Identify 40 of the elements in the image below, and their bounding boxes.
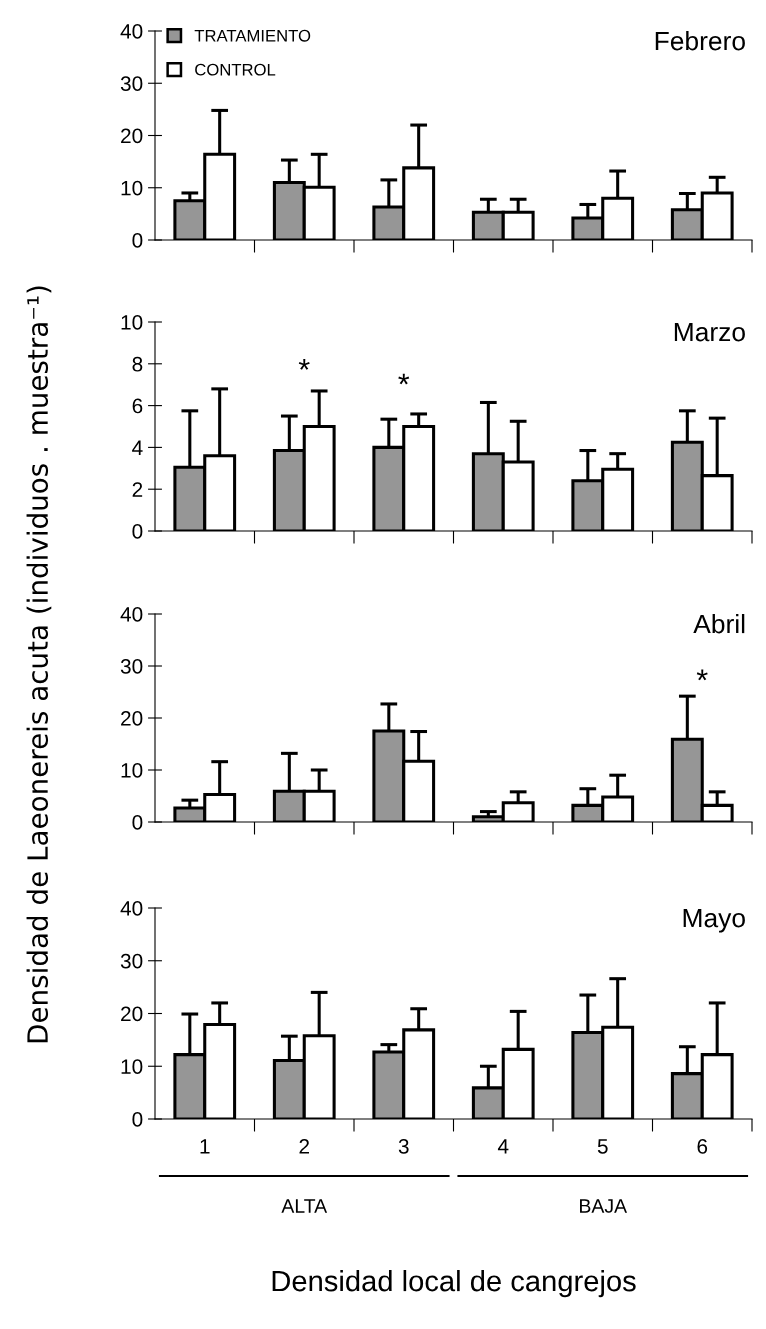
y-tick-label: 10 [121, 763, 143, 778]
y-tick-label: 20 [121, 1006, 143, 1022]
y-tick-label: 0 [132, 1112, 143, 1127]
y-tick-label: 30 [120, 953, 143, 969]
y-tick-label: 40 [120, 607, 143, 622]
chart-title: Mayo [683, 908, 745, 933]
y-tick-label: 20 [121, 711, 143, 726]
x-tick-label: 3 [398, 1138, 409, 1154]
annotation: * [298, 359, 310, 370]
y-tick-label: 40 [120, 901, 143, 916]
chart-title: Febrero [655, 31, 745, 51]
x-tick-label: 1 [200, 1139, 210, 1154]
y-tick-label: 10 [121, 180, 143, 196]
text: BAJA [580, 1199, 628, 1213]
y-tick-label: 0 [132, 233, 143, 248]
y-tick-label: 30 [120, 659, 143, 674]
x-tick-label: 2 [299, 1138, 309, 1154]
y-tick-label: 4 [132, 440, 143, 455]
y-tick-label: 0 [132, 524, 143, 539]
legend-label: TRATAMIENTO [194, 29, 311, 42]
y-tick-label: 10 [121, 1059, 143, 1074]
annotation: * [398, 373, 410, 385]
y-tick-label: 0 [132, 815, 143, 830]
y-axis-title: Densidad de Laeonereis acuta (individuos . muestra⁻¹) [26, 286, 52, 1043]
y-tick-label: 2 [132, 482, 143, 497]
chart-title: Marzo [674, 322, 745, 342]
x-tick-label: 4 [497, 1139, 509, 1154]
chart-title: Abril [693, 614, 745, 634]
x-tick-label: 6 [697, 1138, 708, 1154]
text: ALTA [281, 1199, 328, 1213]
y-tick-label: 30 [120, 76, 143, 91]
y-tick-label: 20 [121, 128, 143, 144]
annotation: * [696, 669, 708, 681]
x-axis-title: Densidad local de cangrejos [272, 1269, 636, 1298]
x-tick-label: 5 [597, 1139, 608, 1154]
legend-label: CONTROL [195, 63, 276, 76]
y-tick-label: 40 [120, 24, 143, 39]
y-tick-label: 6 [132, 398, 143, 414]
y-tick-label: 8 [132, 356, 143, 372]
y-tick-label: 10 [121, 315, 143, 330]
